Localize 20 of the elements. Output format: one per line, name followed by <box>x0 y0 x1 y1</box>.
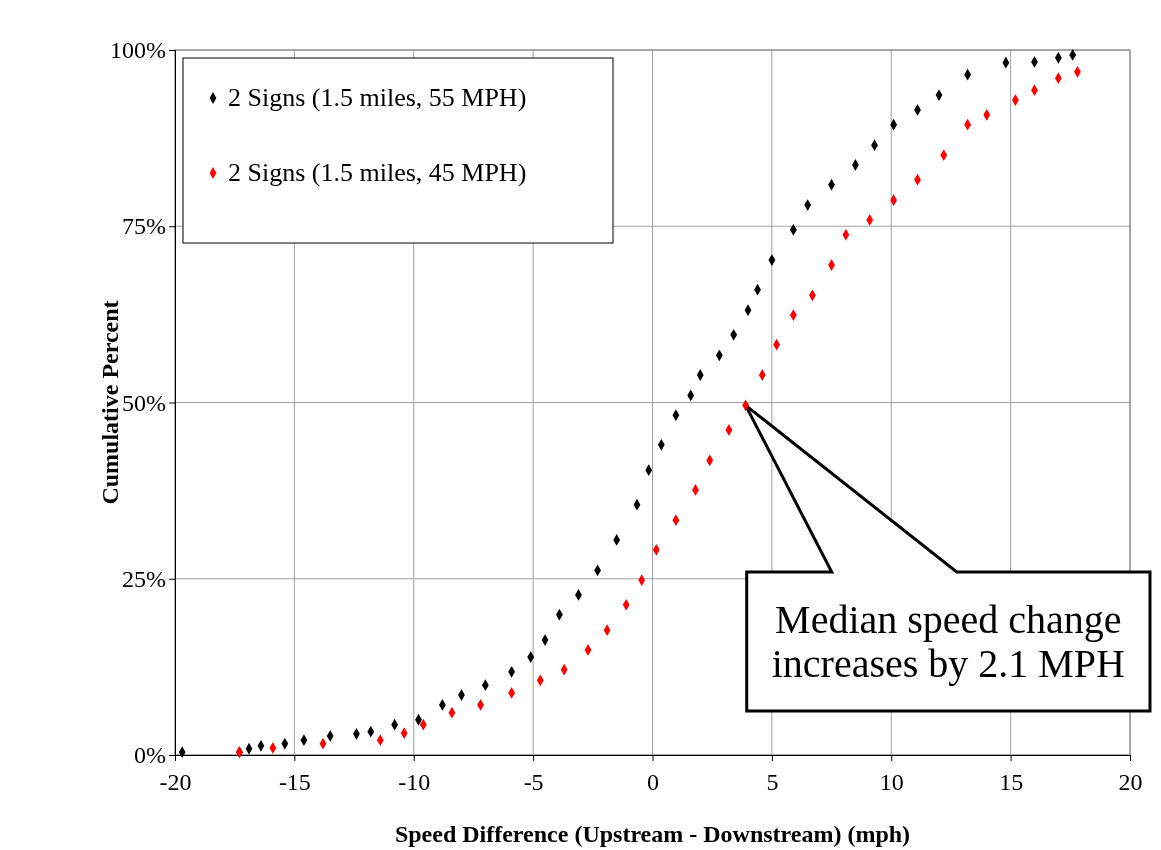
x-axis-title: Speed Difference (Upstream - Downstream) (mph) <box>394 821 911 847</box>
legend-label: 2 Signs (1.5 miles, 45 MPH) <box>228 158 527 187</box>
x-tick-label: 0 <box>647 769 659 796</box>
y-axis-title: Cumulative Percent <box>97 300 123 505</box>
y-tick-label: 75% <box>122 213 166 240</box>
x-tick-label: -5 <box>523 769 544 796</box>
x-tick-label: -10 <box>398 769 431 796</box>
x-tick-label: 5 <box>766 769 779 796</box>
y-tick-label: 0% <box>134 742 166 769</box>
y-tick-label: 25% <box>122 565 166 592</box>
x-tick-label: 20 <box>1118 769 1143 796</box>
annotation: Median speed change increases by 2.1 MPH <box>771 597 1125 686</box>
legend-label: 2 Signs (1.5 miles, 55 MPH) <box>228 83 527 112</box>
x-tick-label: 15 <box>999 769 1024 796</box>
y-tick-label: 50% <box>122 389 166 416</box>
y-tick-label: 100% <box>110 37 166 64</box>
x-tick-label: -15 <box>278 769 311 796</box>
x-tick-label: -20 <box>159 769 192 796</box>
callout-box: Median speed change increases by 2.1 MPH <box>744 403 1152 713</box>
x-tick-label: 10 <box>879 769 904 796</box>
